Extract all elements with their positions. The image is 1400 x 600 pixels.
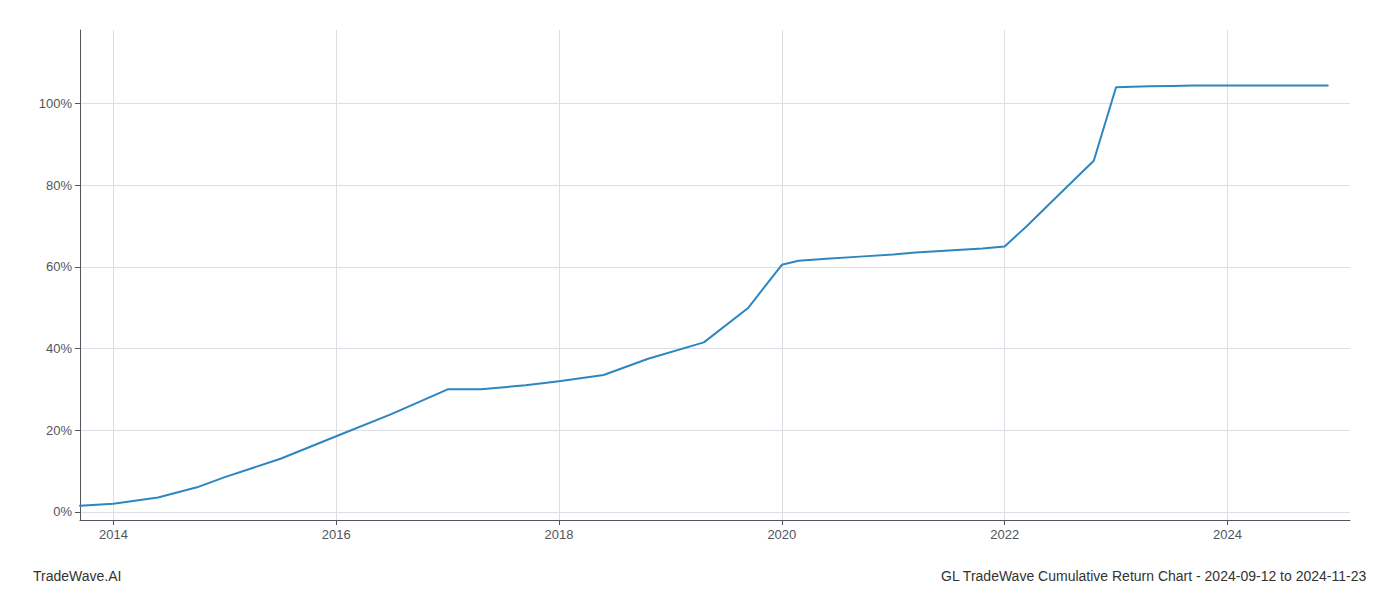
svg-text:2020: 2020 [767,527,796,542]
svg-text:0%: 0% [53,504,72,519]
svg-text:GL TradeWave Cumulative Return: GL TradeWave Cumulative Return Chart - 2… [941,568,1366,584]
svg-text:2014: 2014 [99,527,128,542]
svg-text:2018: 2018 [545,527,574,542]
svg-text:100%: 100% [39,96,73,111]
svg-text:80%: 80% [46,178,72,193]
svg-text:2016: 2016 [322,527,351,542]
svg-text:40%: 40% [46,341,72,356]
svg-text:TradeWave.AI: TradeWave.AI [33,568,121,584]
svg-text:2022: 2022 [990,527,1019,542]
svg-text:60%: 60% [46,259,72,274]
svg-text:20%: 20% [46,423,72,438]
svg-text:2024: 2024 [1213,527,1242,542]
